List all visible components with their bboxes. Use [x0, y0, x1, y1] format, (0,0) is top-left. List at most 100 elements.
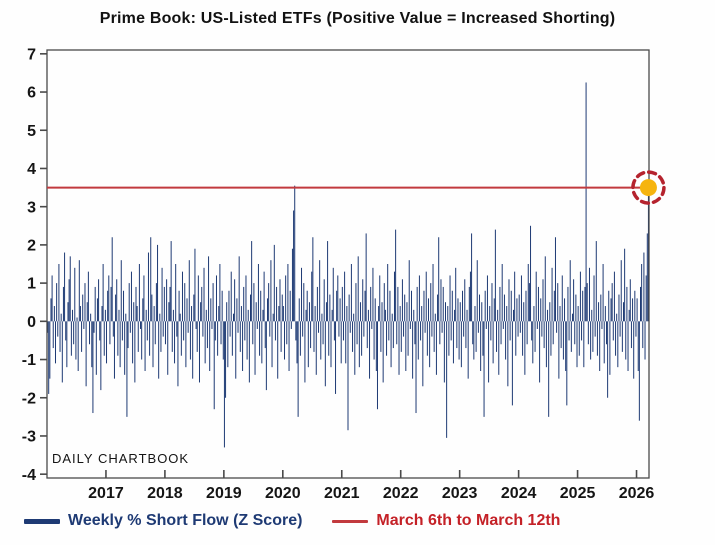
- bar: [423, 290, 425, 322]
- bar: [177, 321, 179, 387]
- bar: [447, 306, 449, 322]
- bar: [204, 321, 206, 364]
- bar: [491, 283, 493, 322]
- bar: [511, 321, 513, 406]
- ref-legend-label: March 6th to March 12th: [376, 512, 561, 529]
- bar: [159, 313, 161, 322]
- bar: [340, 321, 342, 364]
- bar: [284, 321, 286, 360]
- bar: [505, 321, 507, 360]
- bar: [299, 321, 301, 356]
- bar: [250, 294, 251, 322]
- bar: [302, 321, 304, 337]
- bar: [171, 321, 173, 352]
- bar: [331, 309, 333, 322]
- bar: [98, 279, 100, 322]
- bar: [167, 321, 169, 375]
- bar: [325, 302, 327, 322]
- y-axis-ticks: 7 6 5 4 3 2 1 0 -1 -2 -3 -4: [22, 46, 47, 484]
- bar: [186, 298, 188, 322]
- bar: [407, 321, 409, 356]
- bar: [599, 321, 601, 371]
- bar: [576, 321, 578, 368]
- bar: [119, 321, 121, 368]
- bar: [518, 294, 520, 322]
- bar: [86, 302, 88, 322]
- bar: [454, 309, 456, 322]
- bar: [432, 264, 434, 322]
- bar: [415, 321, 417, 414]
- bar: [280, 321, 282, 352]
- bar: [383, 283, 385, 322]
- bar: [287, 264, 289, 322]
- bar: [603, 321, 605, 364]
- bar: [418, 275, 420, 322]
- bar: [61, 321, 63, 383]
- bar: [528, 283, 530, 322]
- x-tick-label: 2021: [324, 485, 360, 502]
- bar: [201, 286, 203, 322]
- bar: [484, 290, 486, 322]
- bar: [145, 309, 147, 322]
- bar: [336, 290, 338, 322]
- x-tick-label: 2023: [442, 485, 478, 502]
- bar: [367, 309, 369, 322]
- bar: [318, 321, 320, 333]
- bar: [585, 82, 587, 322]
- bar: [547, 309, 549, 322]
- bar: [75, 321, 77, 360]
- bar: [468, 286, 470, 322]
- bar: [403, 321, 405, 337]
- bar: [189, 321, 191, 360]
- bar: [429, 321, 431, 368]
- daily-chartbook-watermark: DAILY CHARTBOOK: [52, 451, 190, 466]
- bar: [154, 321, 156, 345]
- bar: [366, 321, 368, 349]
- highlight-marker: [631, 170, 666, 205]
- bar: [497, 309, 499, 322]
- bar: [196, 321, 198, 352]
- bar: [635, 321, 637, 337]
- bar: [81, 321, 83, 352]
- bar: [590, 321, 592, 360]
- bar: [641, 264, 643, 322]
- bar: [259, 321, 261, 356]
- bar: [106, 321, 108, 364]
- bar: [514, 271, 516, 322]
- bar: [477, 321, 479, 333]
- bar: [519, 321, 521, 333]
- bar: [243, 286, 245, 322]
- bar: [381, 302, 383, 322]
- bar: [341, 286, 343, 322]
- bar: [60, 313, 62, 322]
- bar: [442, 286, 444, 322]
- bar: [140, 321, 142, 329]
- bar: [136, 306, 138, 322]
- y-tick-label: 0: [27, 314, 36, 331]
- bar: [163, 286, 165, 322]
- bar: [211, 321, 213, 329]
- bar: [99, 321, 101, 341]
- bar: [537, 286, 539, 322]
- bar: [619, 321, 621, 337]
- bar: [137, 321, 139, 352]
- bar: [441, 321, 443, 333]
- bar: [245, 275, 247, 322]
- bar: [129, 321, 131, 333]
- bar: [254, 321, 256, 375]
- bar: [386, 321, 388, 356]
- bar: [509, 321, 511, 341]
- bar: [235, 321, 237, 379]
- bar: [646, 233, 648, 322]
- bar: [239, 321, 241, 352]
- series-line-swatch: [24, 518, 60, 524]
- bar: [579, 271, 581, 322]
- bar: [102, 264, 104, 322]
- bar: [113, 321, 115, 379]
- bar: [584, 286, 586, 322]
- bar: [352, 321, 354, 352]
- bar: [123, 290, 125, 322]
- bar: [104, 309, 106, 322]
- bar: [540, 298, 542, 322]
- bar: [475, 321, 477, 352]
